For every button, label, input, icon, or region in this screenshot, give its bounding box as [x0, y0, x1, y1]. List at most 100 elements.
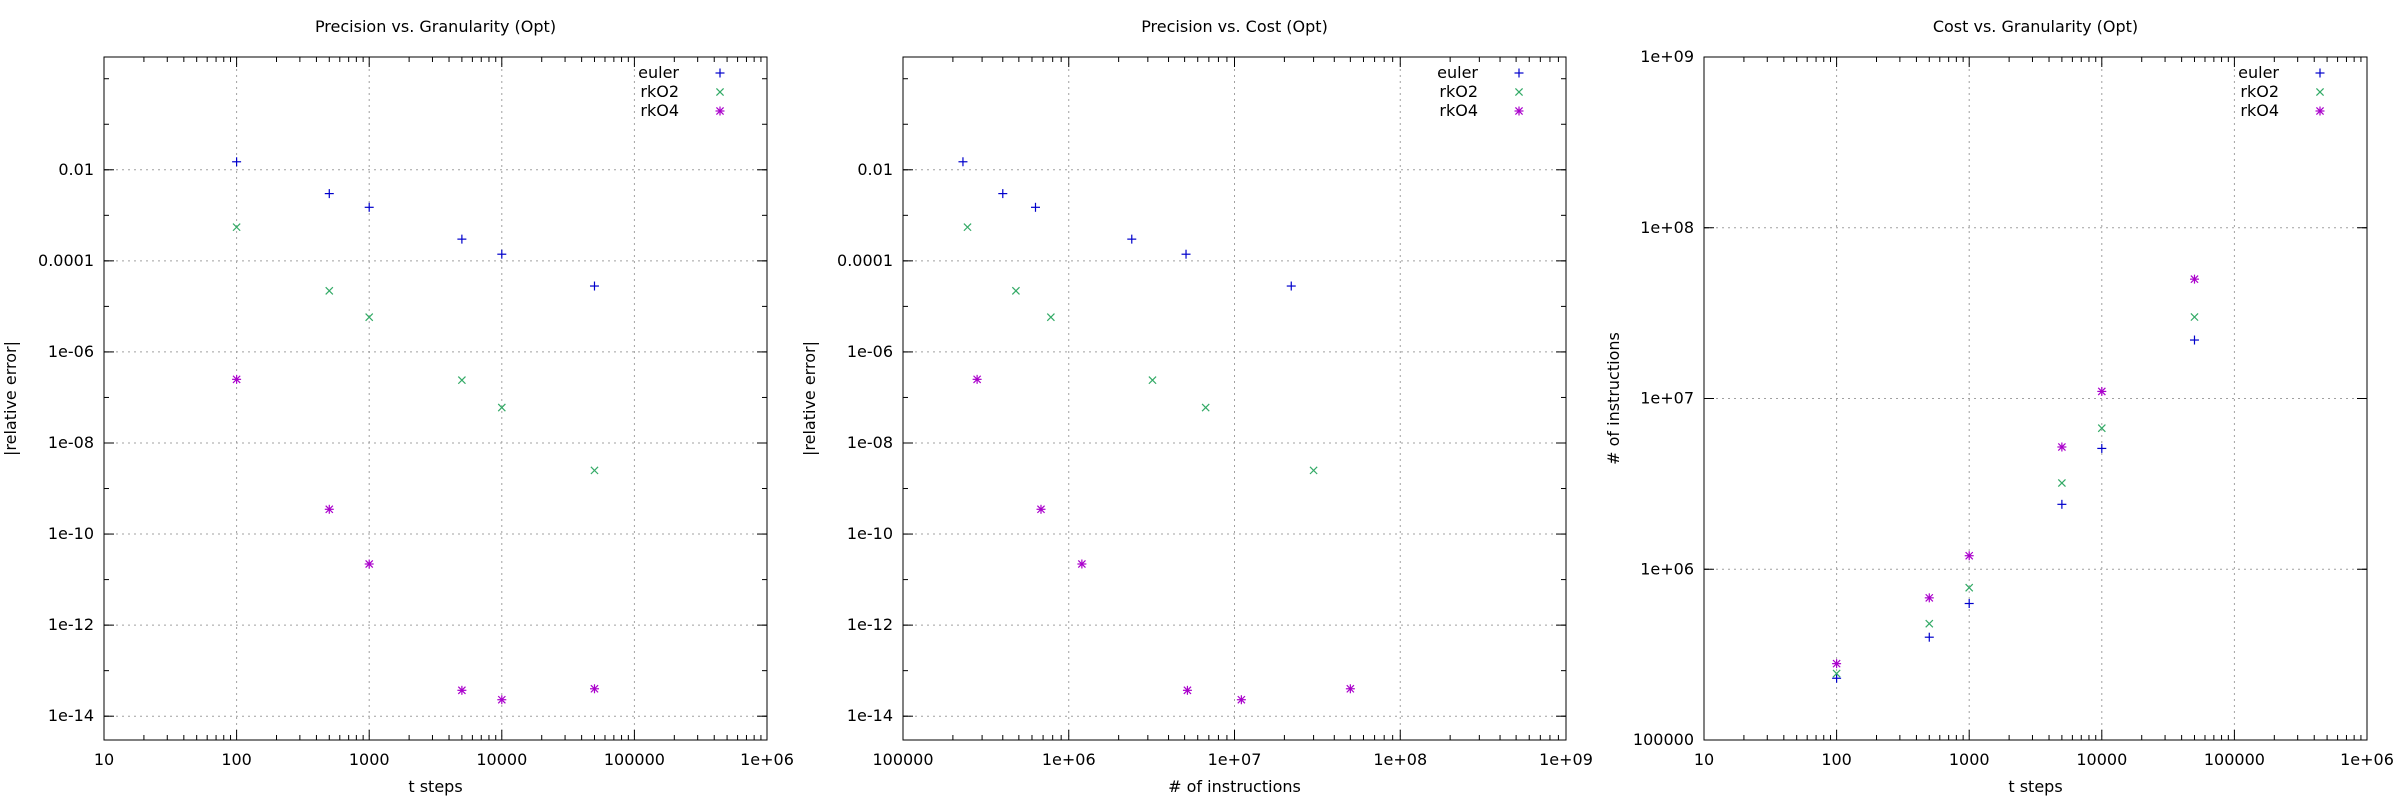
legend-label-rkO2: rkO2 — [2240, 82, 2279, 101]
data-point-euler — [1286, 281, 1296, 291]
data-point-rkO2 — [963, 223, 972, 232]
data-point-rkO4 — [1077, 559, 1087, 569]
x-axis-label: # of instructions — [1168, 777, 1301, 796]
data-point-euler — [589, 281, 599, 291]
y-tick-label: 100000 — [1633, 730, 1694, 749]
legend-marker-rkO4 — [1514, 106, 1524, 116]
chart-title: Precision vs. Cost (Opt) — [1141, 17, 1328, 36]
legend-marker-rkO2 — [715, 87, 725, 97]
y-tick-label: 1e-14 — [847, 706, 893, 725]
x-axis-label: t steps — [408, 777, 462, 796]
series-rkO2 — [963, 223, 1318, 475]
legend-marker-rkO2 — [2315, 87, 2325, 97]
data-point-euler — [998, 189, 1008, 199]
y-tick-label: 0.0001 — [38, 251, 94, 270]
data-point-rkO2 — [232, 223, 241, 232]
data-point-rkO2 — [365, 313, 374, 322]
series-rkO4 — [972, 374, 1355, 705]
data-point-rkO2 — [1011, 286, 1020, 295]
y-tick-label: 1e-08 — [48, 433, 94, 452]
legend-label-euler: euler — [638, 63, 679, 82]
x-tick-label: 1000 — [349, 750, 390, 769]
legend-marker-rkO4 — [715, 106, 725, 116]
data-point-rkO2 — [1925, 619, 1934, 628]
y-tick-label: 1e-08 — [847, 433, 893, 452]
y-tick-label: 1e-06 — [847, 342, 893, 361]
data-point-rkO4 — [972, 374, 982, 384]
data-point-rkO2 — [1965, 583, 1974, 592]
x-tick-label: 1e+06 — [2340, 750, 2394, 769]
data-point-euler — [364, 202, 374, 212]
data-point-rkO2 — [1832, 669, 1841, 678]
chart-panel-2: Precision vs. Cost (Opt) 100000 1e+06 1e+07… — [800, 17, 1593, 796]
x-tick-label: 1e+07 — [1208, 750, 1262, 769]
y-axis-label: |relative error| — [800, 341, 819, 456]
series-rkO4 — [1832, 274, 2199, 669]
x-tick-label: 100000 — [872, 750, 933, 769]
data-point-rkO2 — [2190, 313, 2199, 322]
data-point-euler — [1030, 202, 1040, 212]
data-point-rkO4 — [1182, 685, 1192, 695]
data-point-rkO2 — [1309, 466, 1318, 475]
chart-title: Cost vs. Granularity (Opt) — [1933, 17, 2138, 36]
y-tick-label: 1e-12 — [847, 615, 893, 634]
x-tick-label: 10 — [1694, 750, 1714, 769]
y-tick-label: 0.01 — [857, 160, 893, 179]
chart-panel-3: Cost vs. Granularity (Opt) 10 100 1000 10000… — [1604, 17, 2394, 796]
legend-marker-rkO2 — [1514, 87, 1524, 97]
x-tick-label: 1e+06 — [740, 750, 794, 769]
plot-frame — [902, 56, 1567, 741]
data-point-rkO4 — [1345, 684, 1355, 694]
legend-label-rkO2: rkO2 — [1439, 82, 1478, 101]
x-tick-label: 1e+08 — [1373, 750, 1427, 769]
y-tick-label: 1e-10 — [48, 524, 94, 543]
data-point-euler — [958, 157, 968, 167]
y-axis-label: # of instructions — [1604, 332, 1623, 465]
data-point-euler — [1181, 249, 1191, 259]
data-point-euler — [1924, 632, 1934, 642]
data-point-rkO2 — [457, 376, 466, 385]
x-tick-label: 1e+09 — [1539, 750, 1593, 769]
data-point-rkO4 — [2097, 386, 2107, 396]
y-tick-label: 0.0001 — [837, 251, 893, 270]
series-rkO2 — [232, 223, 599, 475]
data-point-rkO4 — [1236, 695, 1246, 705]
data-point-rkO4 — [497, 695, 507, 705]
x-tick-label: 100000 — [2204, 750, 2265, 769]
series-rkO4 — [232, 374, 599, 705]
data-point-euler — [2097, 443, 2107, 453]
data-point-rkO2 — [1046, 313, 1055, 322]
legend-label-euler: euler — [2238, 63, 2279, 82]
x-tick-label: 100 — [221, 750, 252, 769]
y-tick-label: 1e-12 — [48, 615, 94, 634]
chart-panel-1: Precision vs. Granularity (Opt) 10 100 1000… — [1, 17, 794, 796]
data-point-rkO2 — [1201, 403, 1210, 412]
x-tick-label: 1e+06 — [1042, 750, 1096, 769]
legend-label-rkO4: rkO4 — [640, 101, 679, 120]
legend-marker-euler — [1514, 68, 1524, 78]
plot-frame — [103, 56, 768, 741]
y-tick-label: 1e+07 — [1640, 389, 1694, 408]
data-point-euler — [2189, 335, 2199, 345]
data-point-rkO4 — [2189, 274, 2199, 284]
y-axis-label: |relative error| — [1, 341, 20, 456]
data-point-euler — [232, 157, 242, 167]
legend-label-rkO4: rkO4 — [2240, 101, 2279, 120]
data-point-rkO4 — [1036, 504, 1046, 514]
y-tick-label: 0.01 — [58, 160, 94, 179]
series-euler — [1832, 335, 2199, 683]
x-tick-label: 100000 — [604, 750, 665, 769]
x-tick-label: 100 — [1821, 750, 1852, 769]
data-point-euler — [1127, 234, 1137, 244]
data-point-rkO4 — [2057, 442, 2067, 452]
data-point-euler — [1832, 673, 1842, 683]
data-point-rkO4 — [1964, 551, 1974, 561]
plot-frame — [1703, 56, 2368, 741]
y-tick-label: 1e-10 — [847, 524, 893, 543]
y-tick-label: 1e+09 — [1640, 47, 1694, 66]
y-tick-label: 1e+08 — [1640, 218, 1694, 237]
y-tick-label: 1e-06 — [48, 342, 94, 361]
